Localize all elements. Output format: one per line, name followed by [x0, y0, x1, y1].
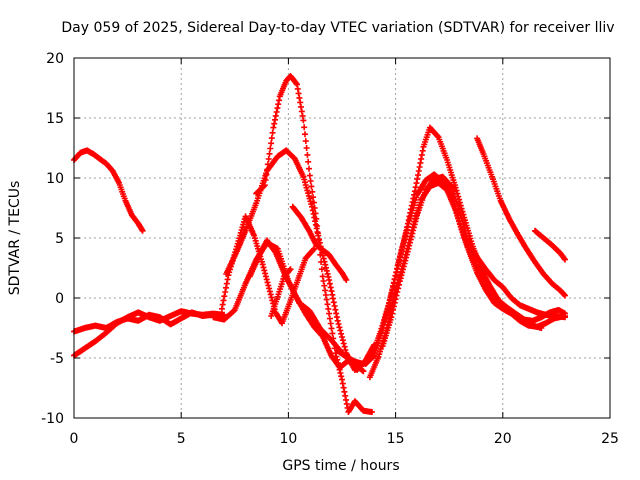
x-tick-label: 20	[494, 431, 512, 447]
x-tick-label: 5	[177, 431, 186, 447]
axis-ticks: 0 5 10 15 20 25 -10 -5 0 5 10 15 20	[41, 51, 619, 447]
series-track-11	[334, 124, 545, 367]
series-track-16	[532, 227, 568, 263]
series-track-9	[289, 203, 350, 283]
x-axis-title: GPS time / hours	[282, 458, 399, 474]
series-track-6	[223, 147, 358, 373]
y-tick-label: 10	[46, 171, 64, 187]
x-tick-label: 0	[70, 431, 79, 447]
chart-title: Day 059 of 2025, Sidereal Day-to-day VTE…	[61, 20, 614, 36]
plus-markers	[246, 237, 378, 373]
y-tick-label: -5	[50, 351, 64, 367]
data-points	[71, 73, 568, 415]
series-track-10	[268, 266, 294, 319]
x-tick-label: 10	[279, 431, 297, 447]
plus-markers	[334, 124, 545, 367]
x-tick-label: 25	[601, 431, 619, 447]
plus-markers	[223, 147, 358, 373]
series-track-5	[253, 73, 375, 415]
series-track-7	[246, 237, 378, 373]
y-tick-label: 0	[55, 291, 64, 307]
plus-markers	[289, 203, 350, 283]
y-tick-label: 5	[55, 231, 64, 247]
plus-markers	[268, 266, 294, 319]
plus-markers	[379, 173, 568, 349]
plus-markers	[532, 227, 568, 263]
y-tick-label: 15	[46, 111, 64, 127]
y-axis-title: SDTVAR / TECUs	[7, 181, 23, 296]
series-track-15	[474, 135, 568, 299]
series-track-13	[366, 179, 568, 381]
plus-markers	[253, 73, 375, 415]
y-tick-label: 20	[46, 51, 64, 67]
plus-markers	[474, 135, 568, 299]
y-tick-label: -10	[41, 411, 64, 427]
plus-markers	[366, 179, 568, 381]
series-track-1	[71, 147, 146, 234]
plus-markers	[71, 147, 146, 234]
x-tick-label: 15	[387, 431, 405, 447]
series-track-14	[379, 173, 568, 349]
